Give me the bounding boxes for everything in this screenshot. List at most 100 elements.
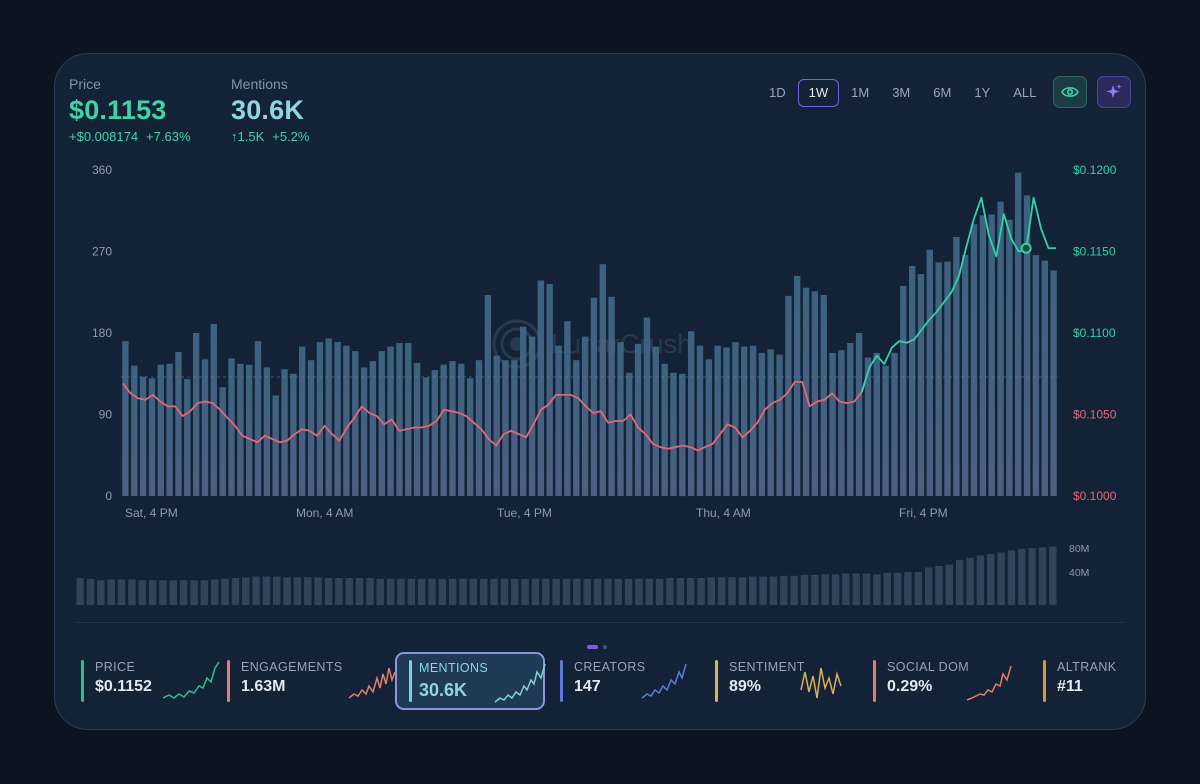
volume-bar (345, 578, 353, 605)
mentions-bar (493, 355, 500, 496)
mentions-bar (900, 285, 907, 496)
period-1m[interactable]: 1M (851, 85, 870, 100)
mentions-bar (316, 342, 324, 496)
volume-bar (76, 578, 84, 605)
sparkline-icon (800, 667, 842, 699)
mentions-bar (679, 373, 686, 497)
volume-axis-tick-label: 80M (1069, 543, 1089, 555)
metric-label: CREATORS (574, 660, 646, 674)
price-stat: Price $0.1153 +$0.008174 +7.63% (69, 76, 191, 144)
mentions-bar (891, 352, 898, 496)
price-line-segment (122, 366, 871, 452)
volume-bar (221, 578, 229, 606)
ai-insights-button[interactable] (1097, 76, 1131, 108)
page-dot-1[interactable] (587, 644, 598, 649)
volume-bar (97, 580, 105, 606)
mentions-bar (670, 372, 677, 496)
period-1w[interactable]: 1W (797, 79, 840, 107)
metric-price[interactable]: PRICE $0.1152 (73, 652, 223, 710)
period-1y[interactable]: 1Y (974, 85, 991, 100)
mentions-bar (1015, 172, 1022, 496)
mentions-bar (626, 372, 633, 496)
metric-value: 147 (574, 678, 601, 695)
mentions-bar (1041, 260, 1048, 496)
volume-bar (935, 566, 943, 605)
volume-bar (821, 574, 829, 606)
mentions-bar (970, 224, 978, 497)
metric-label: ENGAGEMENTS (241, 660, 343, 674)
mentions-bar (873, 352, 880, 496)
volume-bar (459, 578, 467, 606)
mentions-bar (246, 364, 253, 496)
main-chart: 0 90 180 270 360 $0.1000 $0.1050 $0.1100 $0.1150… (76, 163, 1117, 606)
mentions-change-pct: +5.2% (272, 129, 310, 144)
mentions-bar (219, 387, 226, 496)
mentions-bar (590, 297, 598, 496)
volume-bar (1018, 548, 1026, 606)
sparkle-icon (1106, 84, 1122, 98)
metric-color-bar (81, 660, 84, 702)
volume-bar (614, 578, 622, 606)
mentions-bar (131, 365, 138, 496)
mentions-bar (458, 363, 465, 496)
metric-creators[interactable]: CREATORS 147 (552, 652, 702, 710)
volume-bar (728, 577, 736, 606)
mentions-bar (343, 345, 350, 496)
volume-bar (211, 579, 219, 605)
mentions-bar (148, 378, 156, 496)
metric-engagements[interactable]: ENGAGEMENTS 1.63M (219, 652, 396, 710)
volume-bar (490, 578, 498, 606)
chart-card: Price $0.1153 +$0.008174 +7.63% Mentions … (54, 53, 1146, 730)
volume-bar (273, 576, 281, 605)
mentions-bar (617, 342, 624, 496)
volume-bar (862, 573, 871, 605)
mentions-bar (201, 359, 209, 496)
volume-bar (945, 564, 954, 605)
volume-bar (811, 575, 819, 605)
period-1d[interactable]: 1D (769, 85, 786, 100)
period-all[interactable]: ALL (1013, 85, 1037, 100)
price-value: $0.1153 (69, 95, 167, 125)
volume-bar (666, 578, 674, 605)
mentions-bar (749, 345, 757, 496)
metric-sentiment[interactable]: SENTIMENT 89% (707, 652, 857, 710)
mentions-bar (829, 352, 836, 496)
period-6m[interactable]: 6M (933, 85, 952, 100)
volume-bar (1049, 546, 1057, 605)
volume-bar (707, 577, 716, 606)
mentions-bar (484, 295, 492, 496)
mentions-bar (838, 350, 845, 496)
metric-label: PRICE (95, 660, 136, 674)
sparkline-icon (162, 661, 220, 699)
mentions-bar (281, 369, 288, 496)
price-change-abs: +$0.008174 (69, 129, 139, 144)
mentions-bar (378, 351, 385, 496)
x-axis-tick-label: Tue, 4 PM (497, 506, 552, 520)
mentions-bar (820, 295, 827, 496)
volume-bar (635, 578, 643, 606)
volume-bar (428, 578, 436, 606)
metric-color-bar (715, 660, 718, 702)
metric-color-bar (560, 660, 563, 702)
mentions-bar (166, 363, 173, 496)
volume-bar (573, 578, 581, 606)
volume-bar (624, 578, 633, 606)
volume-bar (469, 578, 478, 606)
volume-bar (552, 578, 560, 606)
metric-social-dom[interactable]: SOCIAL DOM 0.29% (865, 652, 1015, 710)
mentions-bar (413, 362, 421, 496)
metric-value: 1.63M (241, 678, 286, 695)
volume-bar (780, 575, 788, 606)
volume-bar (500, 578, 509, 606)
mentions-bar (387, 346, 394, 496)
page-dot-2[interactable] (603, 644, 607, 649)
metric-mentions[interactable]: MENTIONS 30.6K (395, 652, 546, 710)
visibility-toggle-button[interactable] (1053, 76, 1087, 108)
volume-bar (697, 578, 705, 605)
mentions-bar (917, 274, 925, 496)
volume-bar (987, 554, 995, 605)
volume-bar (718, 577, 726, 606)
mentions-bar (696, 345, 704, 496)
metric-altrank[interactable]: ALTRANK #11 (1035, 652, 1145, 710)
period-3m[interactable]: 3M (892, 85, 911, 100)
